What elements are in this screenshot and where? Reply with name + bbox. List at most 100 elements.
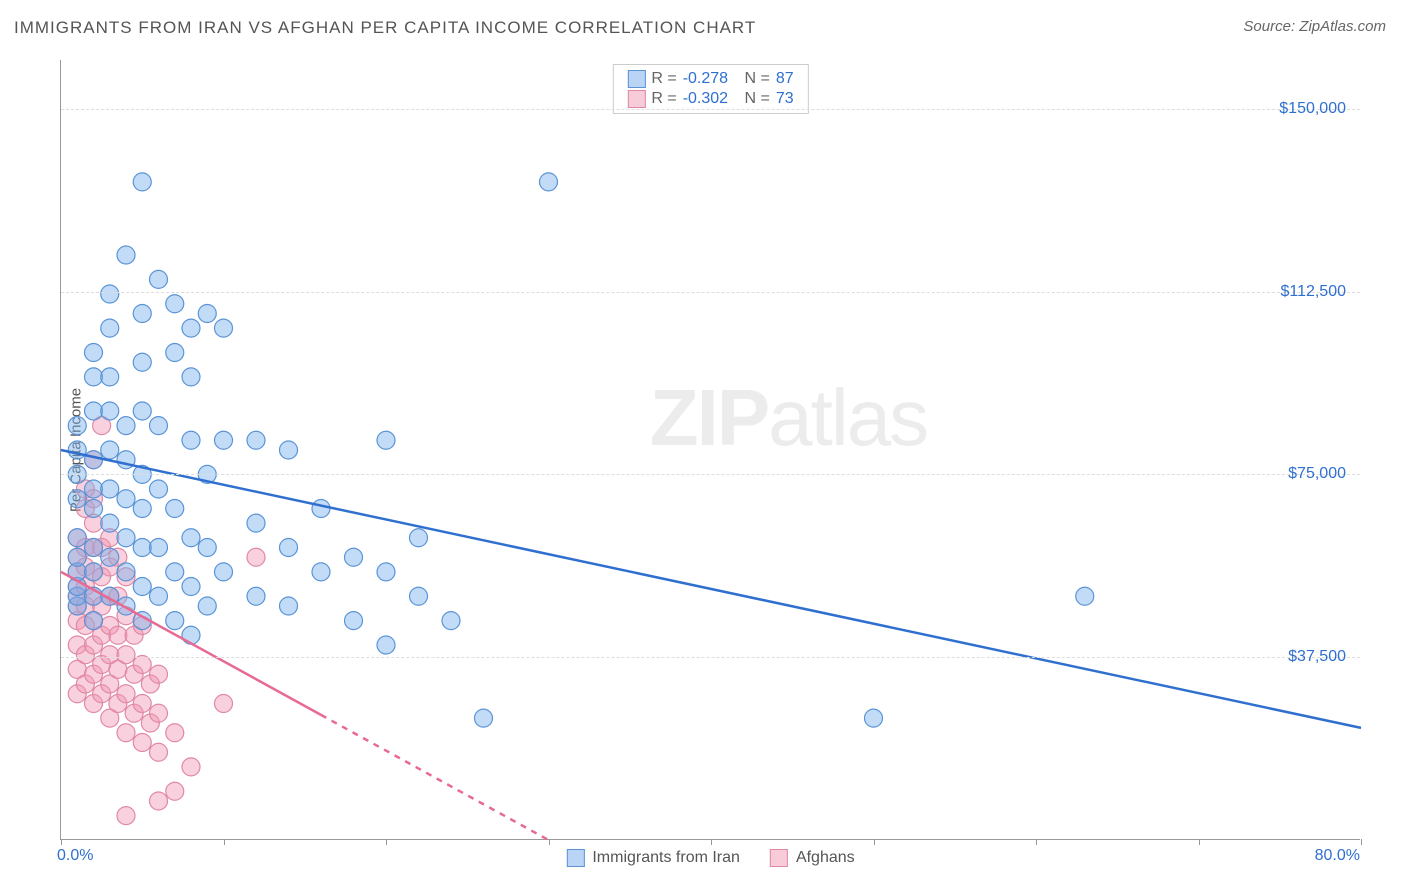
- data-point: [68, 441, 86, 459]
- n-label-2: N =: [745, 90, 770, 108]
- data-point: [133, 539, 151, 557]
- r-label-2: R =: [651, 90, 676, 108]
- swatch-pink-icon: [627, 90, 645, 108]
- data-point: [280, 597, 298, 615]
- trend-line: [321, 715, 549, 840]
- legend-item-afghan: Afghans: [770, 849, 855, 867]
- y-tick-label: $150,000: [1279, 100, 1346, 118]
- data-point: [68, 490, 86, 508]
- data-point: [101, 548, 119, 566]
- data-point: [166, 563, 184, 581]
- data-point: [182, 431, 200, 449]
- data-point: [410, 587, 428, 605]
- data-point: [117, 807, 135, 825]
- data-point: [182, 368, 200, 386]
- data-point: [345, 612, 363, 630]
- stats-row-1: R = -0.278 N = 87: [627, 69, 793, 89]
- data-point: [150, 539, 168, 557]
- gridline: [61, 474, 1360, 475]
- data-point: [182, 319, 200, 337]
- gridline: [61, 109, 1360, 110]
- data-point: [101, 441, 119, 459]
- data-point: [133, 173, 151, 191]
- x-tick: [224, 839, 225, 845]
- source-name: ZipAtlas.com: [1299, 18, 1386, 35]
- y-tick-label: $112,500: [1280, 283, 1346, 301]
- x-tick: [549, 839, 550, 845]
- data-point: [215, 431, 233, 449]
- data-point: [215, 319, 233, 337]
- data-point: [133, 656, 151, 674]
- data-point: [166, 724, 184, 742]
- r-value-2: -0.302: [683, 90, 728, 108]
- data-point: [68, 529, 86, 547]
- data-point: [247, 431, 265, 449]
- data-point: [150, 417, 168, 435]
- data-point: [442, 612, 460, 630]
- y-tick-label: $37,500: [1288, 648, 1346, 666]
- data-point: [117, 724, 135, 742]
- data-point: [117, 685, 135, 703]
- data-point: [101, 368, 119, 386]
- x-tick: [1036, 839, 1037, 845]
- data-point: [85, 368, 103, 386]
- x-tick: [386, 839, 387, 845]
- data-point: [215, 695, 233, 713]
- data-point: [312, 563, 330, 581]
- data-point: [215, 563, 233, 581]
- x-max-label: 80.0%: [1315, 847, 1360, 865]
- data-point: [247, 587, 265, 605]
- data-point: [166, 612, 184, 630]
- data-point: [85, 480, 103, 498]
- data-point: [280, 539, 298, 557]
- data-point: [68, 548, 86, 566]
- x-tick: [874, 839, 875, 845]
- legend: Immigrants from Iran Afghans: [566, 849, 854, 867]
- data-point: [377, 636, 395, 654]
- data-point: [133, 578, 151, 596]
- data-point: [101, 319, 119, 337]
- data-point: [198, 305, 216, 323]
- data-point: [117, 563, 135, 581]
- data-point: [150, 792, 168, 810]
- chart-area: Per Capita Income ZIPatlas R = -0.278 N …: [50, 60, 1370, 840]
- data-point: [182, 626, 200, 644]
- x-tick: [711, 839, 712, 845]
- plot-region: ZIPatlas R = -0.278 N = 87 R = -0.302 N …: [60, 60, 1360, 840]
- x-min-label: 0.0%: [57, 847, 93, 865]
- data-point: [85, 612, 103, 630]
- data-point: [117, 246, 135, 264]
- source-prefix: Source:: [1243, 18, 1299, 35]
- data-point: [101, 402, 119, 420]
- x-tick: [1361, 839, 1362, 845]
- swatch-blue-icon: [627, 70, 645, 88]
- data-point: [182, 529, 200, 547]
- data-point: [85, 402, 103, 420]
- x-tick: [61, 839, 62, 845]
- legend-swatch-blue-icon: [566, 849, 584, 867]
- data-point: [166, 782, 184, 800]
- data-point: [150, 480, 168, 498]
- data-point: [150, 587, 168, 605]
- data-point: [150, 665, 168, 683]
- data-point: [475, 709, 493, 727]
- data-point: [865, 709, 883, 727]
- y-tick-label: $75,000: [1288, 465, 1346, 483]
- data-point: [377, 563, 395, 581]
- n-label-1: N =: [745, 70, 770, 88]
- data-point: [101, 514, 119, 532]
- data-point: [85, 563, 103, 581]
- data-point: [109, 626, 127, 644]
- data-point: [198, 597, 216, 615]
- data-point: [182, 758, 200, 776]
- data-point: [345, 548, 363, 566]
- r-label-1: R =: [651, 70, 676, 88]
- data-point: [101, 480, 119, 498]
- data-point: [117, 417, 135, 435]
- data-point: [117, 529, 135, 547]
- data-point: [85, 539, 103, 557]
- data-point: [85, 451, 103, 469]
- n-value-1: 87: [776, 70, 794, 88]
- data-point: [150, 743, 168, 761]
- data-point: [68, 417, 86, 435]
